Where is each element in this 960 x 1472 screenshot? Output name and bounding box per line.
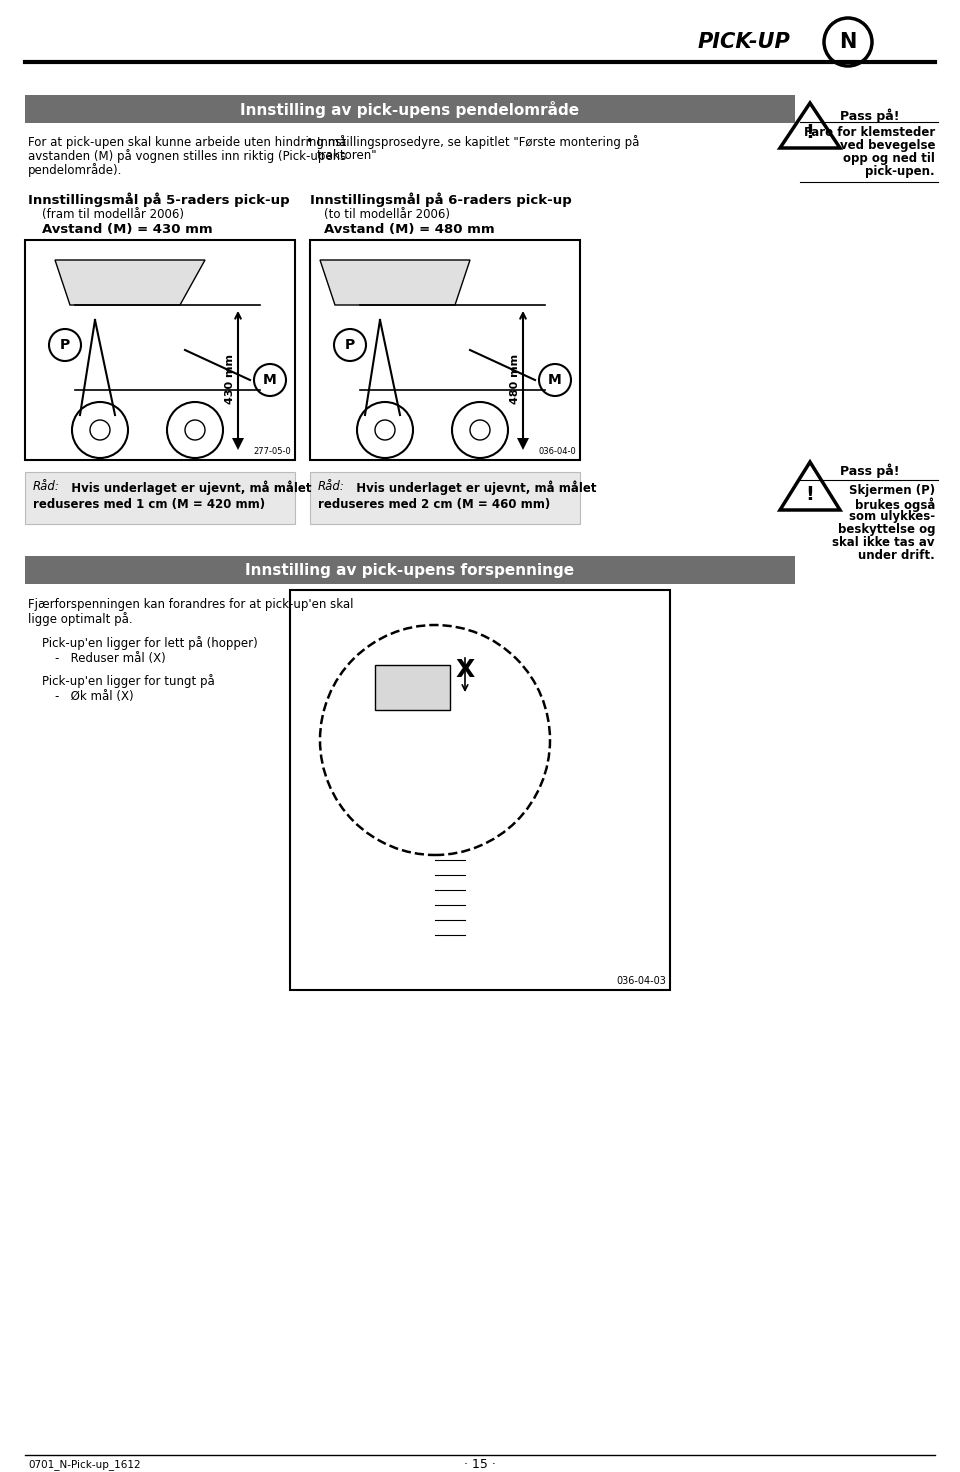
Text: Innstillingsmål på 5-raders pick-up: Innstillingsmål på 5-raders pick-up	[28, 191, 290, 206]
Text: Innstillingsprosedyre, se kapitlet "Første montering på: Innstillingsprosedyre, se kapitlet "Førs…	[317, 135, 639, 149]
Text: 277-05-0: 277-05-0	[253, 447, 291, 456]
Text: Avstand (M) = 430 mm: Avstand (M) = 430 mm	[42, 222, 212, 236]
Text: pendelområde).: pendelområde).	[28, 163, 122, 177]
Text: Hvis underlaget er ujevnt, må målet: Hvis underlaget er ujevnt, må målet	[63, 480, 311, 495]
Text: · 15 ·: · 15 ·	[464, 1459, 496, 1472]
Text: avstanden (M) på vognen stilles inn riktig (Pick-upens: avstanden (M) på vognen stilles inn rikt…	[28, 149, 347, 163]
Text: Pick-up'en ligger for lett på (hopper): Pick-up'en ligger for lett på (hopper)	[42, 636, 257, 651]
Text: Pick-up'en ligger for tungt på: Pick-up'en ligger for tungt på	[42, 674, 215, 687]
Text: PICK-UP: PICK-UP	[697, 32, 790, 52]
Text: 036-04-0: 036-04-0	[539, 447, 576, 456]
Text: •: •	[305, 135, 312, 149]
Bar	[25, 556, 795, 584]
Text: Skjermen (P): Skjermen (P)	[849, 484, 935, 498]
Text: Pass på!: Pass på!	[840, 107, 900, 122]
Circle shape	[185, 420, 205, 440]
Text: skal ikke tas av: skal ikke tas av	[832, 536, 935, 549]
Bar	[310, 240, 580, 459]
Circle shape	[72, 402, 128, 458]
Text: Innstillingsmål på 6-raders pick-up: Innstillingsmål på 6-raders pick-up	[310, 191, 572, 206]
Circle shape	[539, 364, 571, 396]
Text: Avstand (M) = 480 mm: Avstand (M) = 480 mm	[324, 222, 494, 236]
Text: -   Reduser mål (X): - Reduser mål (X)	[55, 652, 166, 665]
Circle shape	[470, 420, 490, 440]
Text: brukes også: brukes også	[854, 498, 935, 512]
Circle shape	[452, 402, 508, 458]
Text: Fjærforspenningen kan forandres for at pick-up'en skal: Fjærforspenningen kan forandres for at p…	[28, 598, 353, 611]
Polygon shape	[55, 261, 205, 305]
Text: 430 mm: 430 mm	[225, 353, 235, 403]
Circle shape	[254, 364, 286, 396]
Text: Råd:: Råd:	[33, 480, 60, 493]
Circle shape	[334, 330, 366, 361]
Text: som ulykkes-: som ulykkes-	[849, 509, 935, 523]
Polygon shape	[232, 439, 244, 450]
Text: !: !	[805, 122, 814, 141]
Text: Råd:: Råd:	[318, 480, 345, 493]
Bar	[25, 240, 295, 459]
Text: pick-upen.: pick-upen.	[865, 165, 935, 178]
Text: (fram til modellår 2006): (fram til modellår 2006)	[42, 208, 184, 221]
Bar	[25, 96, 795, 124]
Circle shape	[375, 420, 395, 440]
Text: (to til modellår 2006): (to til modellår 2006)	[324, 208, 450, 221]
Text: For at pick-upen skal kunne arbeide uten hindring må: For at pick-upen skal kunne arbeide uten…	[28, 135, 347, 149]
Text: N: N	[839, 32, 856, 52]
Bar	[310, 473, 580, 524]
Text: M: M	[548, 372, 562, 387]
Text: ved bevegelse: ved bevegelse	[839, 138, 935, 152]
Text: 480 mm: 480 mm	[510, 353, 520, 403]
Polygon shape	[320, 261, 470, 305]
Text: Innstilling av pick-upens forspenninge: Innstilling av pick-upens forspenninge	[246, 562, 575, 577]
Polygon shape	[517, 439, 529, 450]
Text: M: M	[263, 372, 276, 387]
Circle shape	[49, 330, 81, 361]
Text: reduseres med 2 cm (M = 460 mm): reduseres med 2 cm (M = 460 mm)	[318, 498, 550, 511]
Text: -   Øk mål (X): - Øk mål (X)	[55, 690, 133, 704]
Bar	[290, 590, 670, 991]
Text: opp og ned til: opp og ned til	[843, 152, 935, 165]
Text: X: X	[455, 658, 474, 682]
Text: under drift.: under drift.	[858, 549, 935, 562]
Circle shape	[90, 420, 110, 440]
Circle shape	[357, 402, 413, 458]
Circle shape	[167, 402, 223, 458]
Text: Fare for klemsteder: Fare for klemsteder	[804, 127, 935, 138]
Text: 0701_N-Pick-up_1612: 0701_N-Pick-up_1612	[28, 1460, 140, 1471]
Text: traktoren": traktoren"	[317, 149, 377, 162]
Text: beskyttelse og: beskyttelse og	[837, 523, 935, 536]
Text: Innstilling av pick-upens pendelområde: Innstilling av pick-upens pendelområde	[240, 100, 580, 118]
Text: P: P	[345, 339, 355, 352]
Text: !: !	[805, 484, 814, 503]
Text: 036-04-03: 036-04-03	[616, 976, 666, 986]
Text: ligge optimalt på.: ligge optimalt på.	[28, 612, 132, 626]
Text: Hvis underlaget er ujevnt, må målet: Hvis underlaget er ujevnt, må målet	[348, 480, 596, 495]
Bar	[25, 473, 295, 524]
Text: Pass på!: Pass på!	[840, 464, 900, 477]
Text: reduseres med 1 cm (M = 420 mm): reduseres med 1 cm (M = 420 mm)	[33, 498, 265, 511]
Text: P: P	[60, 339, 70, 352]
Bar	[375, 665, 450, 710]
